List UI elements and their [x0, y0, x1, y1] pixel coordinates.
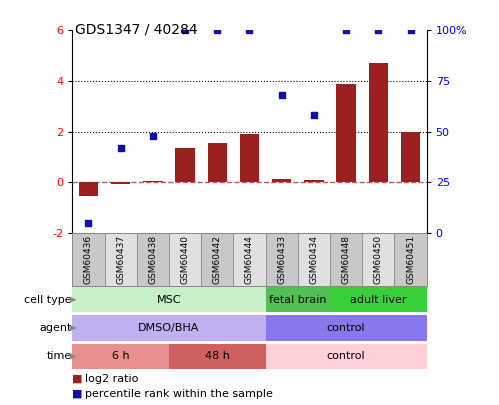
Bar: [265, 233, 298, 286]
Point: [374, 27, 382, 34]
Point: [278, 92, 286, 98]
Text: control: control: [327, 323, 365, 333]
Text: GSM60438: GSM60438: [148, 234, 157, 284]
Point: [246, 27, 253, 34]
Bar: [401, 132, 420, 182]
Bar: [176, 148, 195, 182]
Text: MSC: MSC: [157, 295, 181, 305]
Bar: [234, 233, 265, 286]
Text: DMSO/BHA: DMSO/BHA: [138, 323, 200, 333]
Bar: [111, 182, 130, 184]
Point: [149, 132, 157, 139]
Bar: [72, 287, 265, 313]
Point: [117, 145, 125, 151]
Text: log2 ratio: log2 ratio: [85, 374, 138, 384]
Text: GSM60436: GSM60436: [84, 234, 93, 284]
Text: GSM60448: GSM60448: [342, 235, 351, 284]
Text: adult liver: adult liver: [350, 295, 407, 305]
Bar: [330, 287, 427, 313]
Bar: [72, 343, 169, 369]
Bar: [394, 233, 427, 286]
Text: control: control: [327, 352, 365, 361]
Point: [213, 27, 221, 34]
Point: [407, 27, 415, 34]
Bar: [208, 143, 227, 182]
Point: [181, 27, 189, 34]
Text: percentile rank within the sample: percentile rank within the sample: [85, 389, 273, 399]
Bar: [72, 315, 265, 341]
Bar: [105, 233, 137, 286]
Text: GSM60433: GSM60433: [277, 234, 286, 284]
Text: GSM60442: GSM60442: [213, 235, 222, 284]
Bar: [79, 182, 98, 196]
Text: GSM60444: GSM60444: [245, 235, 254, 284]
Text: time: time: [46, 352, 72, 361]
Bar: [201, 233, 234, 286]
Text: 48 h: 48 h: [205, 352, 230, 361]
Text: cell type: cell type: [24, 295, 72, 305]
Bar: [265, 315, 427, 341]
Text: fetal brain: fetal brain: [269, 295, 326, 305]
Bar: [169, 343, 265, 369]
Bar: [169, 233, 201, 286]
Bar: [304, 180, 323, 182]
Point: [84, 220, 92, 226]
Bar: [143, 181, 163, 182]
Bar: [265, 287, 330, 313]
Text: GDS1347 / 40284: GDS1347 / 40284: [75, 22, 198, 36]
Text: ■: ■: [72, 374, 83, 384]
Bar: [369, 63, 388, 182]
Text: GSM60451: GSM60451: [406, 234, 415, 284]
Bar: [240, 134, 259, 182]
Bar: [137, 233, 169, 286]
Bar: [265, 343, 427, 369]
Text: GSM60450: GSM60450: [374, 234, 383, 284]
Point: [310, 112, 318, 119]
Bar: [330, 233, 362, 286]
Text: ■: ■: [72, 389, 83, 399]
Bar: [362, 233, 394, 286]
Text: GSM60440: GSM60440: [181, 235, 190, 284]
Text: agent: agent: [39, 323, 72, 333]
Bar: [298, 233, 330, 286]
Text: GSM60434: GSM60434: [309, 235, 318, 284]
Bar: [272, 179, 291, 182]
Bar: [336, 83, 356, 182]
Bar: [72, 233, 105, 286]
Point: [342, 27, 350, 34]
Text: 6 h: 6 h: [112, 352, 129, 361]
Text: GSM60437: GSM60437: [116, 234, 125, 284]
